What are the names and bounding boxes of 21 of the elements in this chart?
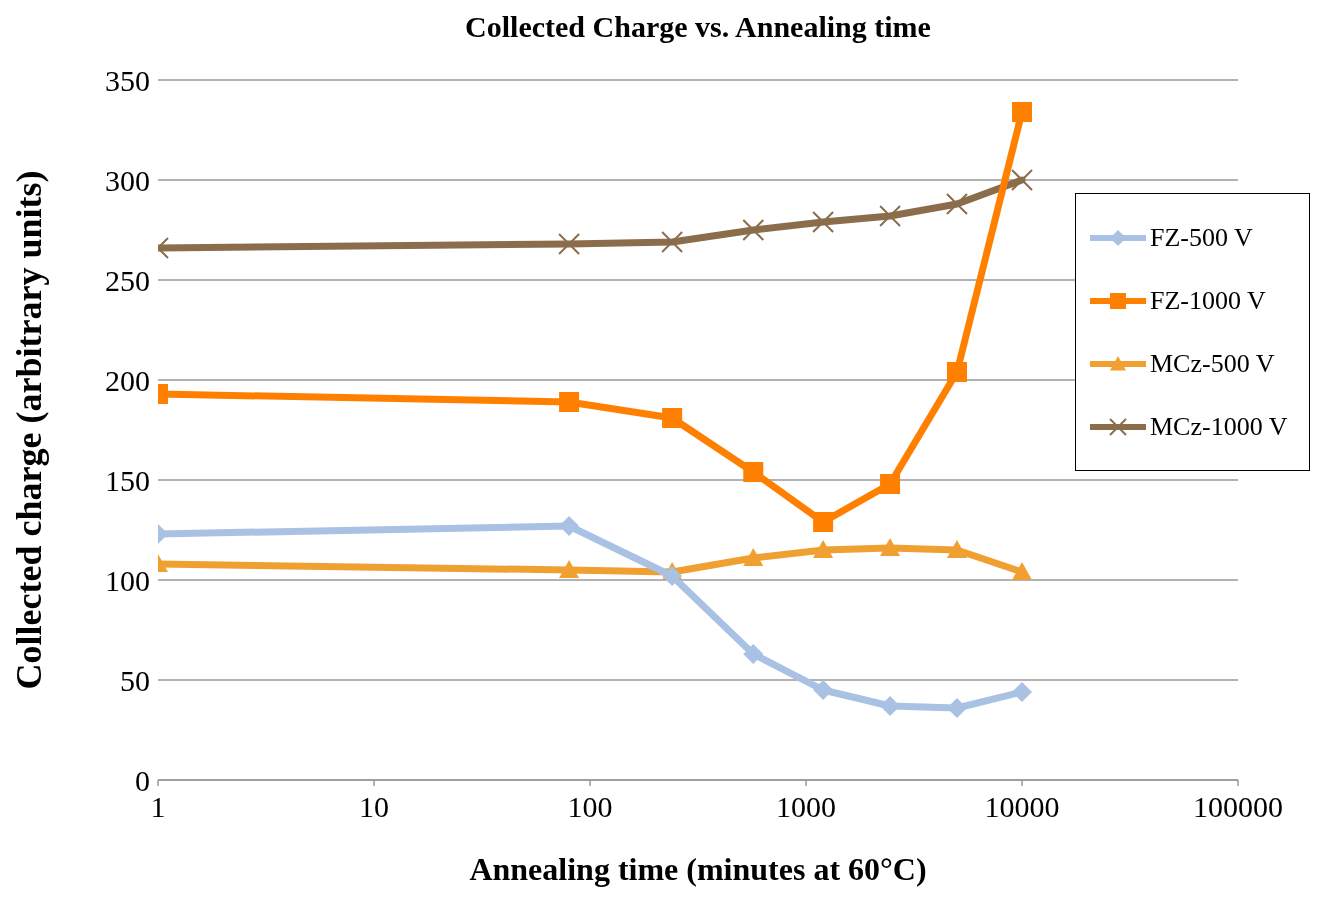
x-tick-label: 1 [150,790,166,824]
x-tick-label: 10 [359,790,389,824]
y-tick-label: 300 [105,163,150,197]
y-tick-label: 250 [105,263,150,297]
y-tick-label: 150 [105,463,150,497]
y-tick-label: 100 [105,563,150,597]
y-tick-label: 50 [120,663,150,697]
chart-title: Collected Charge vs. Annealing time [464,10,932,44]
legend-label: MCz-1000 V [1150,411,1288,442]
y-tick-label: 0 [135,763,150,797]
x-tick-label: 1000 [776,790,836,824]
legend-label: FZ-500 V [1150,222,1253,253]
legend-label: FZ-1000 V [1150,285,1266,316]
y-tick-label: 200 [105,363,150,397]
x-tick-label: 100000 [1193,790,1283,824]
legend-label: MCz-500 V [1150,348,1275,379]
x-axis-title: Annealing time (minutes at 60°C) [469,851,927,887]
y-axis-title: Collected charge (arbitrary units) [8,170,49,690]
x-tick-label: 10000 [984,790,1060,824]
x-tick-label: 100 [567,790,613,824]
y-tick-label: 350 [105,63,150,97]
